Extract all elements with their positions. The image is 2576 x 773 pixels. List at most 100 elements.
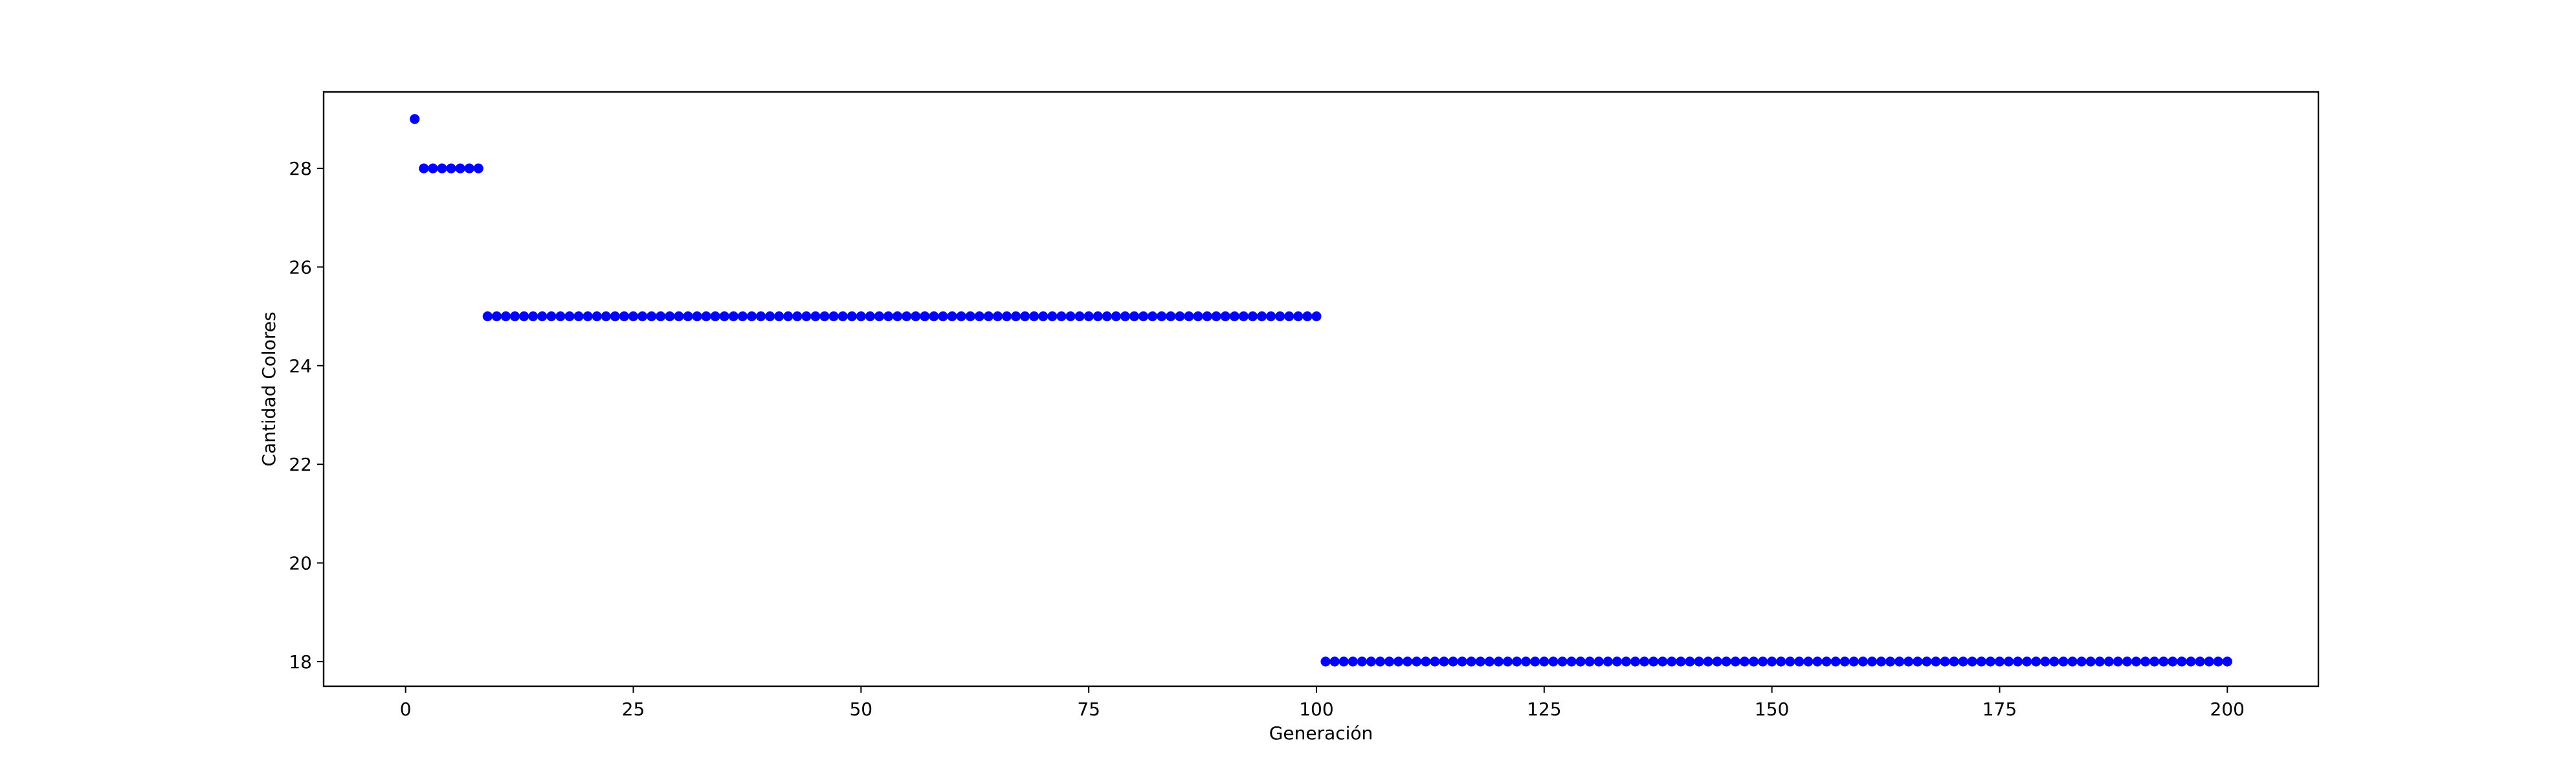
data-point [1748, 656, 1759, 667]
data-point [929, 311, 939, 322]
data-point [2104, 656, 2114, 667]
data-point [1630, 656, 1641, 667]
data-point [1894, 656, 1905, 667]
data-point [2195, 656, 2205, 667]
data-point [883, 311, 894, 322]
data-point [1375, 656, 1386, 667]
data-point [2058, 656, 2069, 667]
data-point [1038, 311, 1049, 322]
data-point [1284, 311, 1294, 322]
data-point [810, 311, 821, 322]
data-point [692, 311, 702, 322]
data-point [1839, 656, 1850, 667]
x-axis: 0 25 50 75 100 125 150 175 200 [400, 686, 2245, 720]
data-point [2003, 656, 2014, 667]
data-point [1448, 656, 1458, 667]
x-tick-label: 75 [1077, 699, 1100, 720]
data-point [1658, 656, 1668, 667]
data-point [610, 311, 620, 322]
data-point [728, 311, 738, 322]
y-tick-label: 26 [289, 256, 312, 278]
data-point [2012, 656, 2023, 667]
data-point [564, 311, 575, 322]
data-point [1302, 311, 1313, 322]
data-point [1247, 311, 1258, 322]
data-point [2222, 656, 2232, 667]
data-point [1475, 656, 1485, 667]
data-point [1430, 656, 1440, 667]
data-point [1584, 656, 1595, 667]
data-point [1220, 311, 1230, 322]
data-point [2213, 656, 2223, 667]
data-point [956, 311, 966, 322]
data-point [1539, 656, 1549, 667]
x-tick-label: 50 [849, 699, 872, 720]
data-point [911, 311, 921, 322]
data-points [410, 114, 2232, 667]
data-point [619, 311, 630, 322]
data-point [1184, 311, 1194, 322]
data-point [2159, 656, 2169, 667]
data-point [410, 114, 420, 124]
data-point [1129, 311, 1140, 322]
data-point [446, 163, 456, 174]
data-point [2022, 656, 2032, 667]
data-point [464, 163, 474, 174]
data-point [902, 311, 912, 322]
data-point [1685, 656, 1695, 667]
data-point [1904, 656, 1914, 667]
data-point [1311, 311, 1322, 322]
data-point [838, 311, 848, 322]
data-point [1256, 311, 1267, 322]
data-point [583, 311, 593, 322]
data-point [1612, 656, 1622, 667]
data-point [865, 311, 875, 322]
data-point [1211, 311, 1221, 322]
data-point [1412, 656, 1422, 667]
data-point [500, 311, 511, 322]
data-point [1858, 656, 1868, 667]
data-point [1001, 311, 1012, 322]
data-point [1020, 311, 1030, 322]
data-point [1739, 656, 1749, 667]
data-point [1166, 311, 1176, 322]
data-point [1439, 656, 1449, 667]
data-point [1566, 656, 1577, 667]
data-point [974, 311, 984, 322]
data-point [764, 311, 775, 322]
data-point [1885, 656, 1896, 667]
data-point [1138, 311, 1149, 322]
data-point [1757, 656, 1768, 667]
data-point [874, 311, 885, 322]
data-point [555, 311, 566, 322]
data-point [2094, 656, 2105, 667]
x-tick-label: 150 [1755, 699, 1789, 720]
data-point [2140, 656, 2151, 667]
data-point [1812, 656, 1823, 667]
data-point [2113, 656, 2123, 667]
data-point [592, 311, 602, 322]
data-point [647, 311, 657, 322]
data-point [965, 311, 975, 322]
data-point [1293, 311, 1304, 322]
data-point [1694, 656, 1704, 667]
data-point [737, 311, 748, 322]
data-point [546, 311, 557, 322]
x-tick-label: 200 [2210, 699, 2245, 720]
data-point [455, 163, 465, 174]
data-point [1922, 656, 1932, 667]
data-point [1348, 656, 1358, 667]
data-point [1575, 656, 1586, 667]
data-point [947, 311, 957, 322]
data-point [2168, 656, 2178, 667]
data-point [1721, 656, 1731, 667]
data-point [1238, 311, 1249, 322]
data-point [847, 311, 857, 322]
x-tick-label: 175 [1982, 699, 2017, 720]
data-point [656, 311, 666, 322]
plot-frame [322, 91, 2320, 688]
data-point [1949, 656, 1959, 667]
data-point [1266, 311, 1276, 322]
data-point [1457, 656, 1467, 667]
data-point [1867, 656, 1878, 667]
